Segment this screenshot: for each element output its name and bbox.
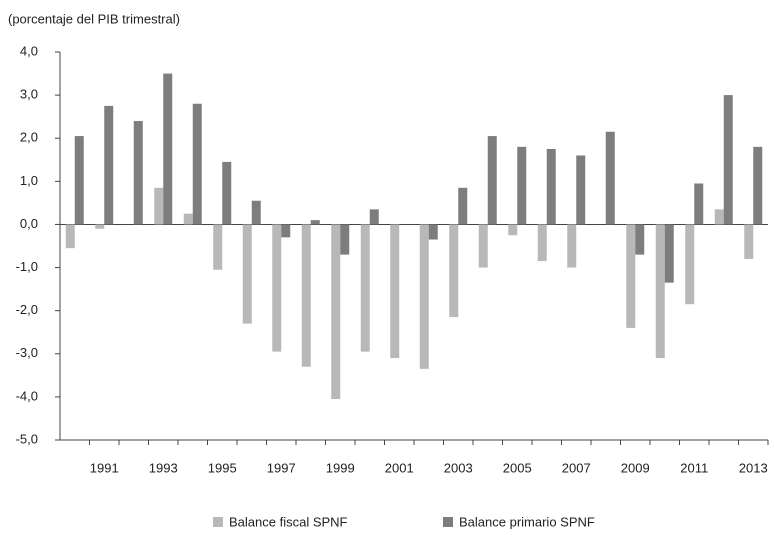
y-tick-label: -2,0 [16,302,38,317]
bar [192,103,202,225]
bar [655,224,665,359]
y-tick-label: -3,0 [16,345,38,360]
bar [723,95,733,225]
bar [605,131,615,225]
bar [251,200,261,225]
x-tick-label: 2013 [739,460,768,475]
x-tick-label: 2005 [503,460,532,475]
y-tick-label: 3,0 [20,87,38,102]
bar [133,120,143,225]
x-tick-label: 2009 [621,460,650,475]
bar [272,224,282,352]
x-tick-label: 1999 [326,460,355,475]
bar [517,146,527,225]
bar [222,161,232,225]
y-tick-label: 2,0 [20,130,38,145]
bar [65,224,75,249]
bar [154,187,164,225]
y-tick-label: -5,0 [16,431,38,446]
x-tick-label: 1995 [208,460,237,475]
bar [458,187,468,225]
bar [537,224,547,262]
bar [567,224,577,268]
x-tick-label: 1997 [267,460,296,475]
bar [419,224,429,369]
y-tick-label: 4,0 [20,43,38,58]
y-tick-label: 0,0 [20,216,38,231]
y-tick-label: -4,0 [16,388,38,403]
bar [685,224,695,305]
bar [714,209,724,225]
bar [74,136,84,225]
bar [301,224,311,367]
bar [213,224,223,270]
x-tick-label: 2003 [444,460,473,475]
bar [369,209,379,225]
bar [744,224,754,259]
bar [281,224,291,238]
x-tick-label: 1993 [149,460,178,475]
bar [104,105,114,225]
bar [242,224,252,324]
bar [331,224,341,400]
bar [183,213,193,225]
bar [487,136,497,225]
legend-swatch [213,517,223,527]
bar [546,149,556,225]
legend-label: Balance fiscal SPNF [229,514,348,529]
bar [449,224,459,318]
bar [626,224,636,328]
bar [360,224,370,352]
bar [576,155,586,225]
bar [635,224,645,255]
bar [664,224,674,283]
y-tick-label: -1,0 [16,259,38,274]
bar [340,224,350,255]
bar [310,220,320,225]
bar [163,73,173,225]
bar [694,183,704,225]
legend-swatch [443,517,453,527]
y-tick-label: 1,0 [20,173,38,188]
bar [508,224,518,236]
annotation: (porcentaje del PIB trimestral) [8,11,180,26]
x-tick-label: 2007 [562,460,591,475]
bar [390,224,400,359]
bar [428,224,438,240]
x-tick-label: 2001 [385,460,414,475]
bar [478,224,488,268]
bar [753,146,763,225]
legend-label: Balance primario SPNF [459,514,595,529]
x-tick-label: 2011 [680,460,708,475]
x-tick-label: 1991 [90,460,119,475]
bar [95,224,105,229]
